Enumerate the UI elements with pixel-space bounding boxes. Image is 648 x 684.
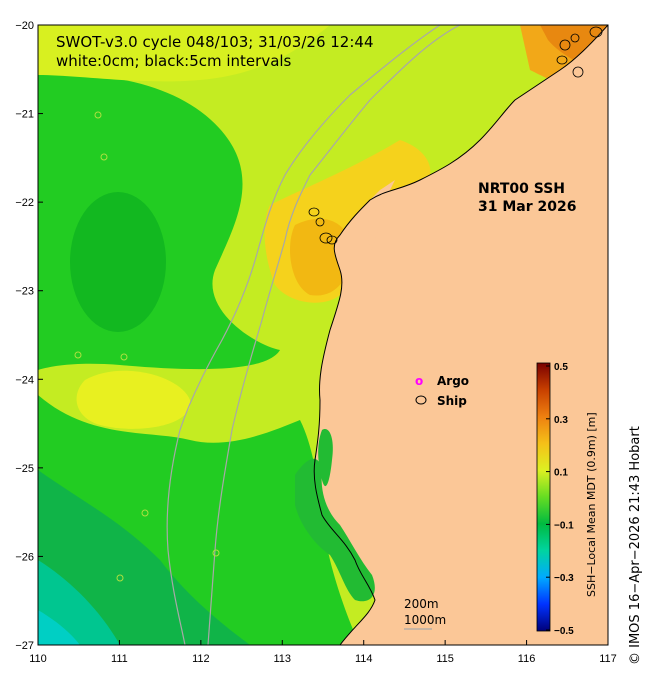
x-tick-label: 112 [192, 653, 210, 665]
y-tick-label: −24 [15, 374, 34, 386]
y-tick-label: −21 [15, 109, 34, 121]
colorbar [536, 362, 551, 632]
argo-marker-icon: o [415, 374, 423, 388]
y-tick-label: −22 [15, 197, 34, 209]
land-mass [314, 25, 608, 645]
y-axis: −20 −21 −22 −23 −24 −25 −26 −27 [15, 20, 43, 652]
ship-marker-icon [415, 395, 427, 405]
ssh-field [38, 25, 608, 645]
contour-rings [308, 26, 603, 245]
x-tick-label: 113 [274, 653, 292, 665]
x-tick-label: 115 [436, 653, 454, 665]
colorbar-tick-label: −0.5 [554, 626, 574, 637]
y-tick-label: −26 [15, 551, 34, 563]
x-tick-label: 111 [111, 653, 128, 665]
isobath-1000m [166, 25, 441, 645]
colorbar-ticks: 0.5 0.3 0.1 −0.1 −0.3 −0.5 [546, 362, 574, 637]
x-tick-label: 114 [355, 653, 373, 665]
legend-argo-label: Argo [437, 374, 469, 388]
plot-frame [37, 24, 609, 646]
x-tick-label: 116 [518, 653, 536, 665]
colorbar-label: SSH−Local Mean MDT (0.9m) [m] [585, 412, 598, 597]
x-axis: 110 111 112 113 114 115 116 117 [29, 640, 617, 665]
y-tick-label: −27 [15, 640, 34, 652]
colorbar-tick-label: −0.1 [554, 520, 574, 531]
y-tick-label: −25 [15, 463, 34, 475]
product-name: NRT00 SSH [478, 181, 565, 197]
x-tick-label: 117 [599, 653, 617, 665]
colorbar-tick-label: 0.5 [554, 362, 568, 373]
legend-ship-label: Ship [437, 394, 467, 408]
y-tick-label: −23 [15, 286, 34, 298]
product-date: 31 Mar 2026 [478, 199, 576, 215]
map-title-line1: SWOT-v3.0 cycle 048/103; 31/03/26 12:44 [56, 33, 374, 51]
isobath-200m [207, 25, 461, 645]
map-title-line2: white:0cm; black:5cm intervals [56, 52, 292, 70]
y-tick-label: −20 [15, 20, 34, 32]
isobath-label-1000m: 1000m [404, 613, 446, 627]
x-tick-label: 110 [29, 653, 47, 665]
colorbar-tick-label: 0.1 [554, 468, 568, 479]
credit-text: © IMOS 16−Apr−2026 21:43 Hobart [628, 426, 643, 665]
colorbar-tick-label: −0.3 [554, 573, 574, 584]
obs-markers [74, 111, 220, 582]
isobath-label-200m: 200m [404, 597, 439, 611]
colorbar-tick-label: 0.3 [554, 415, 568, 426]
